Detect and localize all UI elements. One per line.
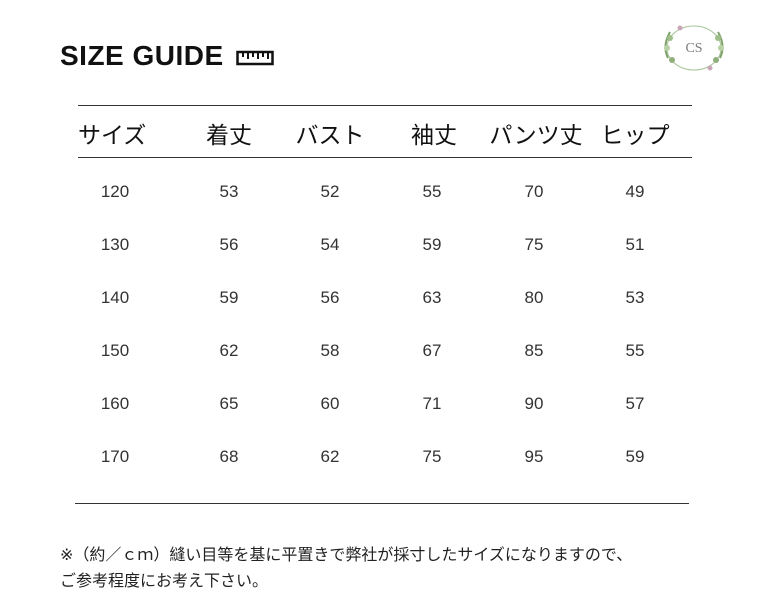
header-pants-length: パンツ丈 bbox=[489, 123, 583, 149]
cell-hip: 59 bbox=[625, 447, 645, 466]
page-title: SIZE GUIDE bbox=[60, 40, 224, 71]
table-top-rule bbox=[78, 105, 692, 106]
cell-pants-length: 75 bbox=[524, 235, 544, 254]
cell-size: 150 bbox=[100, 341, 130, 360]
size-note-line1: ※（約／ｃｍ）縫い目等を基に平置きで弊社が採寸したサイズになりますので、 bbox=[60, 545, 633, 564]
cell-size: 170 bbox=[100, 447, 130, 466]
header-size: サイズ bbox=[78, 123, 147, 149]
cell-hip: 55 bbox=[625, 341, 645, 360]
header-bust: バスト bbox=[295, 123, 365, 149]
table-bottom-rule bbox=[75, 503, 689, 504]
header-sleeve: 袖丈 bbox=[411, 123, 457, 149]
ruler-icon bbox=[235, 50, 274, 66]
cell-size: 130 bbox=[100, 235, 130, 254]
cell-length: 53 bbox=[219, 182, 239, 201]
logo-monogram: CS bbox=[685, 41, 702, 56]
cell-hip: 57 bbox=[625, 394, 645, 413]
cell-bust: 56 bbox=[320, 288, 340, 307]
cell-pants-length: 90 bbox=[524, 394, 544, 413]
cell-length: 59 bbox=[219, 288, 239, 307]
header-length: 着丈 bbox=[206, 123, 252, 149]
cell-sleeve: 59 bbox=[422, 235, 442, 254]
table-header-rule bbox=[78, 157, 692, 158]
cell-size: 120 bbox=[100, 182, 130, 201]
cell-pants-length: 85 bbox=[524, 341, 544, 360]
cell-pants-length: 95 bbox=[524, 447, 544, 466]
cell-hip: 53 bbox=[625, 288, 645, 307]
cell-size: 140 bbox=[100, 288, 130, 307]
brand-logo: CS bbox=[664, 25, 724, 71]
cell-sleeve: 63 bbox=[422, 288, 442, 307]
cell-hip: 49 bbox=[625, 182, 645, 201]
cell-bust: 60 bbox=[320, 394, 340, 413]
cell-sleeve: 55 bbox=[422, 182, 442, 201]
cell-sleeve: 75 bbox=[422, 447, 442, 466]
cell-sleeve: 67 bbox=[422, 341, 442, 360]
cell-bust: 52 bbox=[320, 182, 340, 201]
cell-length: 62 bbox=[219, 341, 239, 360]
cell-hip: 51 bbox=[625, 235, 645, 254]
cell-length: 65 bbox=[219, 394, 239, 413]
cell-size: 160 bbox=[100, 394, 130, 413]
header-hip: ヒップ bbox=[600, 123, 670, 149]
cell-pants-length: 80 bbox=[524, 288, 544, 307]
cell-pants-length: 70 bbox=[524, 182, 544, 201]
cell-bust: 62 bbox=[320, 447, 340, 466]
cell-bust: 58 bbox=[320, 341, 340, 360]
title-row: SIZE GUIDE bbox=[60, 40, 274, 72]
cell-sleeve: 71 bbox=[422, 394, 442, 413]
cell-bust: 54 bbox=[320, 235, 340, 254]
size-note-line2: ご参考程度にお考え下さい。 bbox=[60, 571, 269, 590]
cell-length: 56 bbox=[219, 235, 239, 254]
cell-length: 68 bbox=[219, 447, 239, 466]
